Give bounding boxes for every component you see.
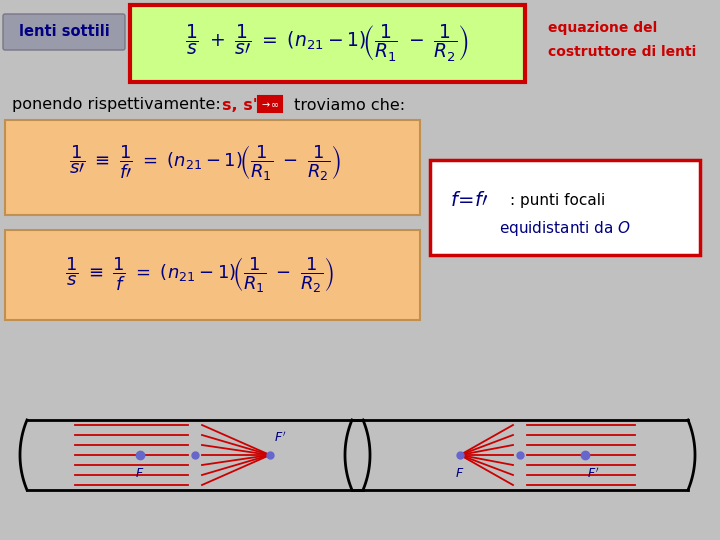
Text: $\dfrac{1}{s}\ +\ \dfrac{1}{s\prime}\ =\ (n_{21}-1)\!\left(\dfrac{1}{R_1}\ -\ \d: $\dfrac{1}{s}\ +\ \dfrac{1}{s\prime}\ =\… <box>185 23 469 64</box>
Text: costruttore di lenti: costruttore di lenti <box>548 45 696 59</box>
Text: : punti focali: : punti focali <box>510 192 606 207</box>
Text: $F$: $F$ <box>135 467 145 480</box>
FancyBboxPatch shape <box>5 230 420 320</box>
FancyBboxPatch shape <box>258 96 282 112</box>
Text: $f\!=\!f\prime$: $f\!=\!f\prime$ <box>450 191 488 210</box>
FancyBboxPatch shape <box>5 120 420 215</box>
Text: $F'$: $F'$ <box>587 467 599 482</box>
FancyBboxPatch shape <box>130 5 525 82</box>
FancyBboxPatch shape <box>3 14 125 50</box>
Text: s, s': s, s' <box>222 98 258 112</box>
Text: $\dfrac{1}{s\prime}\ \equiv\ \dfrac{1}{f\prime}\ =\ (n_{21}-1)\!\left(\dfrac{1}{: $\dfrac{1}{s\prime}\ \equiv\ \dfrac{1}{f… <box>69 144 341 183</box>
Text: troviamo che:: troviamo che: <box>289 98 405 112</box>
Text: equazione del: equazione del <box>548 21 657 35</box>
Text: equidistanti da $O$: equidistanti da $O$ <box>499 219 631 238</box>
Text: $\dfrac{1}{s}\ \equiv\ \dfrac{1}{f}\ =\ (n_{21}-1)\!\left(\dfrac{1}{R_1}\ -\ \df: $\dfrac{1}{s}\ \equiv\ \dfrac{1}{f}\ =\ … <box>66 254 335 294</box>
FancyBboxPatch shape <box>430 160 700 255</box>
Text: lenti sottili: lenti sottili <box>19 24 109 39</box>
Text: ponendo rispettivamente:: ponendo rispettivamente: <box>12 98 226 112</box>
Text: $F$: $F$ <box>455 467 464 480</box>
Text: $\rightarrow\!\infty$: $\rightarrow\!\infty$ <box>261 99 279 109</box>
Text: $F'$: $F'$ <box>274 430 287 445</box>
